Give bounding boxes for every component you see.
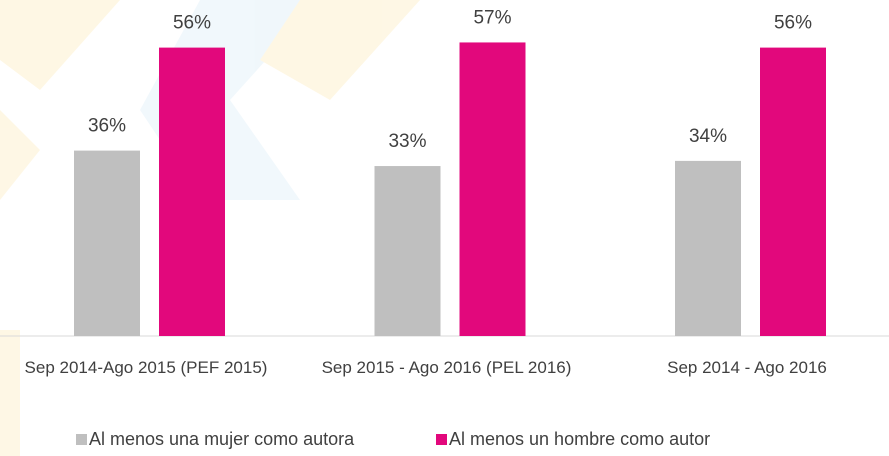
- data-label: 36%: [88, 116, 126, 137]
- legend-item: Al menos una mujer como autora: [76, 429, 354, 450]
- data-label: 57%: [473, 7, 511, 28]
- x-tick-label: Sep 2014-Ago 2015 (PEF 2015): [24, 358, 268, 377]
- data-label: 56%: [774, 13, 812, 34]
- bar: [374, 166, 441, 336]
- bar: [675, 160, 741, 336]
- data-label: 34%: [689, 126, 727, 147]
- bar: [159, 47, 225, 336]
- legend-label: Al menos una mujer como autora: [89, 429, 355, 449]
- data-label: 56%: [173, 13, 211, 34]
- legend-item: Al menos un hombre como autor: [436, 429, 710, 450]
- bar: [459, 42, 526, 336]
- legend-label: Al menos un hombre como autor: [449, 429, 711, 449]
- bar: [74, 150, 140, 336]
- bar: [760, 47, 826, 336]
- x-tick-label: Sep 2015 - Ago 2016 (PEL 2016): [321, 358, 572, 377]
- x-tick-label: Sep 2014 - Ago 2016: [667, 358, 827, 377]
- legend-swatch: [76, 434, 87, 445]
- data-label: 33%: [388, 131, 426, 152]
- legend-swatch: [436, 434, 447, 445]
